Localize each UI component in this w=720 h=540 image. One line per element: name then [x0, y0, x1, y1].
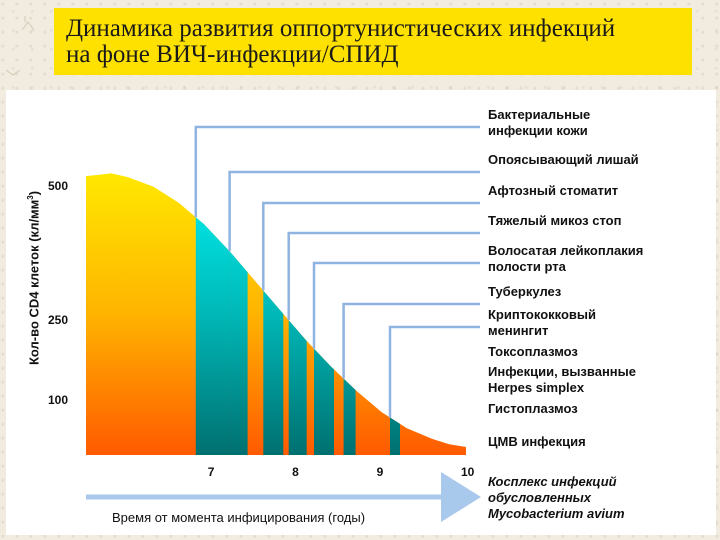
- infection-label-line: Туберкулез: [488, 284, 562, 299]
- infection-label: ЦМВ инфекция: [488, 434, 703, 450]
- infection-label-line: Опоясывающий лишай: [488, 152, 639, 167]
- leader-lines: [194, 125, 480, 418]
- title-banner: Динамика развития оппортунистических инф…: [54, 8, 692, 75]
- infection-band: [390, 173, 400, 455]
- infection-label: Гистоплазмоз: [488, 401, 703, 417]
- infection-label-line: Инфекции, вызванные: [488, 364, 636, 379]
- y-tick-label: 100: [48, 393, 69, 408]
- infection-label: Туберкулез: [488, 284, 703, 300]
- infection-band: [195, 173, 230, 455]
- infection-band: [263, 173, 284, 455]
- infection-label-line: Гистоплазмоз: [488, 401, 578, 416]
- leader-line: [342, 302, 480, 379]
- infection-label: Криптококковый менингит: [488, 307, 703, 339]
- infection-band: [229, 173, 248, 455]
- infection-label: Тяжелый микоз стоп: [488, 213, 703, 229]
- leader-line: [228, 170, 480, 252]
- x-tick-label: 8: [292, 465, 299, 479]
- x-tick-label: 10: [461, 465, 475, 479]
- infection-label-line: Криптококковый: [488, 307, 596, 322]
- infection-label-line: Волосатая лейкоплакия: [488, 243, 644, 258]
- leader-line: [287, 231, 480, 320]
- leader-line: [194, 125, 480, 218]
- infection-label: Волосатая лейкоплакия полости рта: [488, 243, 703, 275]
- infection-label: Косплекс инфекций обусловленных Mycobacter…: [488, 474, 703, 522]
- infection-label-line: Токсоплазмоз: [488, 344, 578, 359]
- y-tick-label: 500: [48, 178, 69, 193]
- x-tick-label: 9: [376, 465, 384, 479]
- y-axis-label: Кол-во CD4 клеток (кл/мм3): [26, 190, 42, 365]
- leader-line: [312, 261, 480, 349]
- infection-label-line: ЦМВ инфекция: [488, 434, 586, 449]
- title-line-2: на фоне ВИЧ-инфекции/СПИД: [66, 41, 399, 68]
- x-axis-label: Время от момента инфицирования (годы): [112, 510, 366, 525]
- leader-line: [388, 325, 480, 418]
- infection-label-line: обусловленных: [488, 490, 592, 505]
- infection-label: Афтозный стоматит: [488, 183, 703, 199]
- infection-label-line: Афтозный стоматит: [488, 183, 619, 198]
- infection-label: Инфекции, вызванные Herpes simplex: [488, 364, 703, 396]
- infection-label-line: менингит: [488, 323, 549, 338]
- leader-line: [262, 201, 480, 291]
- x-tick-label: 7: [207, 465, 215, 479]
- infection-label: Бактериальные инфекции кожи: [488, 107, 703, 139]
- infection-band: [343, 173, 356, 455]
- infection-band: [314, 173, 334, 455]
- infection-label-line: Mycobacterium avium: [488, 506, 625, 521]
- infection-label-line: Бактериальные: [488, 107, 591, 122]
- infection-label: Токсоплазмоз: [488, 344, 703, 360]
- infection-label-line: Тяжелый микоз стоп: [488, 213, 622, 228]
- title-line-1: Динамика развития оппортунистических инф…: [66, 15, 616, 42]
- infection-label: Опоясывающий лишай: [488, 152, 703, 168]
- infection-label-line: инфекции кожи: [488, 123, 588, 138]
- infection-label-line: Косплекс инфекций: [488, 474, 617, 489]
- infection-label-line: Herpes simplex: [488, 380, 585, 395]
- y-tick-label: 250: [48, 312, 69, 327]
- infection-label-line: полости рта: [488, 259, 566, 274]
- infection-band: [288, 173, 307, 455]
